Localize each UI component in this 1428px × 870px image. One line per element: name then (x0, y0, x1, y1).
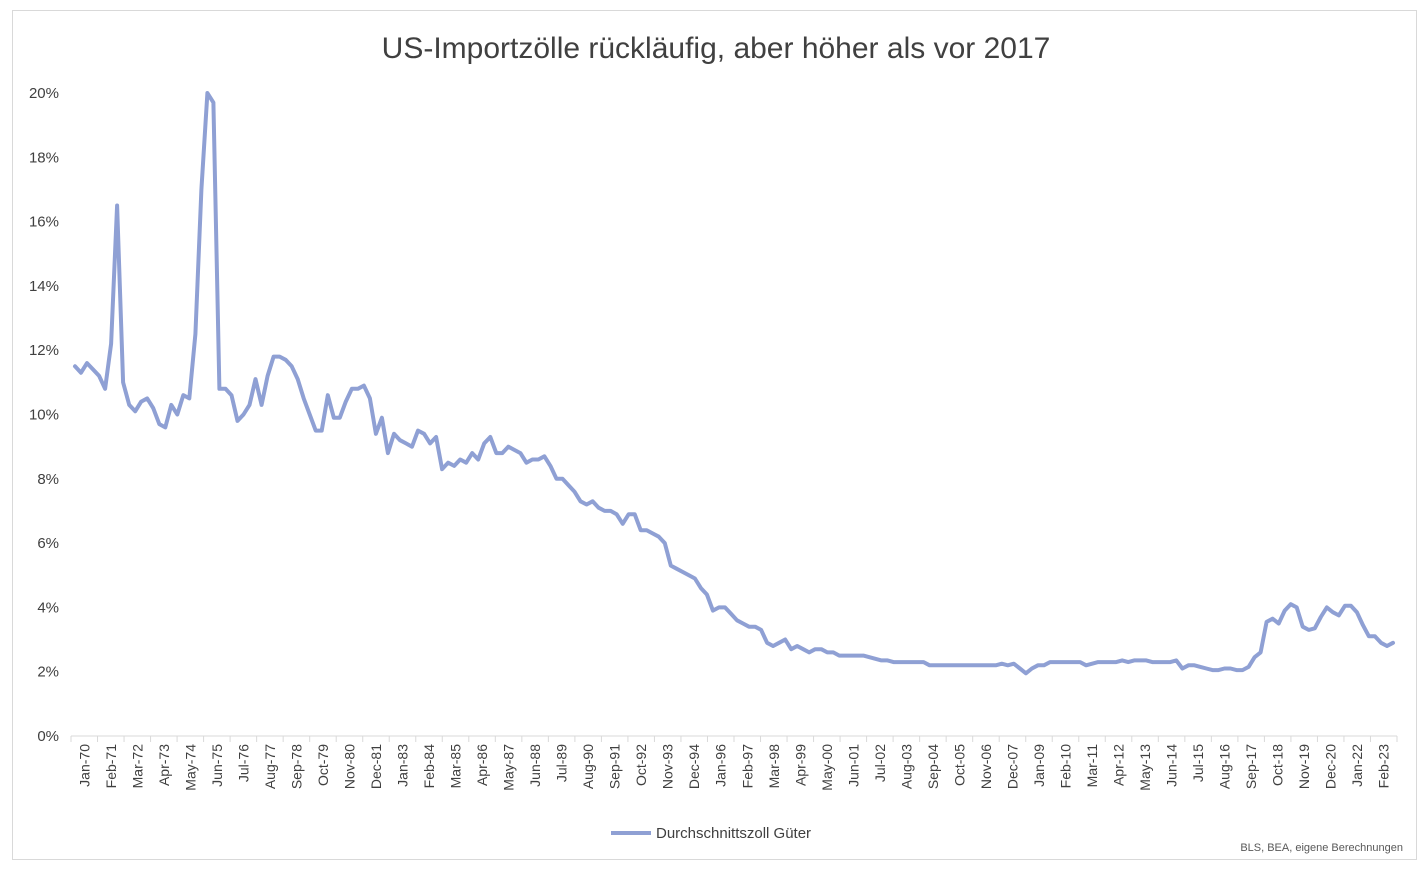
y-tick-label: 10% (29, 407, 59, 424)
x-tick-label: Feb-10 (1058, 744, 1074, 789)
x-tick-label: Feb-23 (1376, 744, 1392, 789)
x-tick-label: Jul-15 (1190, 744, 1206, 782)
y-tick-label: 4% (37, 599, 59, 616)
x-tick-label: Aug-77 (262, 744, 278, 789)
x-tick-label: Apr-12 (1111, 744, 1127, 786)
y-tick-label: 0% (37, 728, 59, 745)
series-line (73, 91, 1395, 676)
y-tick-label: 8% (37, 471, 59, 488)
x-tick-label: Aug-16 (1217, 744, 1233, 789)
x-tick-label: Oct-92 (633, 744, 649, 786)
x-tick-label: Mar-85 (448, 744, 464, 789)
x-tick-label: May-74 (182, 744, 198, 791)
x-tick-label: Mar-72 (129, 744, 145, 789)
x-tick-label: Jan-09 (1031, 744, 1047, 787)
y-tick-label: 18% (29, 149, 59, 166)
x-tick-label: Nov-80 (341, 744, 357, 789)
x-tick-label: Jan-22 (1349, 744, 1365, 787)
y-tick-label: 6% (37, 535, 59, 552)
chart-title: US-Importzölle rückläufig, aber höher al… (382, 32, 1051, 65)
x-tick-label: Nov-19 (1296, 744, 1312, 789)
chart-frame: US-Importzölle rückläufig, aber höher al… (12, 10, 1417, 860)
x-tick-label: Oct-79 (315, 744, 331, 786)
x-tick-label: Nov-06 (978, 744, 994, 789)
x-tick-label: Jan-83 (395, 744, 411, 787)
x-tick-label: Apr-73 (156, 744, 172, 786)
x-tick-label: Sep-91 (607, 744, 623, 789)
x-tick-label: May-87 (501, 744, 517, 791)
x-tick-label: Feb-71 (103, 744, 119, 789)
x-tick-label: Aug-90 (580, 744, 596, 789)
legend-label: Durchschnittszoll Güter (656, 825, 811, 842)
x-tick-label: Jun-01 (845, 744, 861, 787)
legend: Durchschnittszoll Güter (611, 825, 811, 842)
x-tick-label: Jul-02 (872, 744, 888, 782)
x-tick-label: Feb-84 (421, 744, 437, 789)
y-tick-label: 14% (29, 278, 59, 295)
x-tick-label: Oct-05 (951, 744, 967, 786)
line-chart: US-Importzölle rückläufig, aber höher al… (29, 32, 1403, 854)
x-tick-label: Mar-98 (766, 744, 782, 789)
y-tick-label: 12% (29, 342, 59, 359)
x-tick-label: Apr-99 (792, 744, 808, 786)
x-axis-tick-labels: Jan-70 Feb-71 Mar-72 Apr-73 May-74 Jun-75 Jul-… (76, 744, 1391, 791)
x-tick-label: Dec-20 (1323, 744, 1339, 789)
x-tick-label: Jun-88 (527, 744, 543, 787)
x-tick-label: May-00 (819, 744, 835, 791)
x-tick-label: Apr-86 (474, 744, 490, 786)
x-tick-label: Oct-18 (1270, 744, 1286, 786)
source-note: BLS, BEA, eigene Berechnungen (1240, 842, 1403, 854)
x-tick-label: Feb-97 (739, 744, 755, 789)
x-tick-label: Dec-94 (686, 744, 702, 789)
x-tick-label: Jul-89 (554, 744, 570, 782)
x-tick-label: Dec-81 (368, 744, 384, 789)
y-tick-label: 20% (29, 85, 59, 102)
y-axis-tick-labels: 0% 2% 4% 6% 8% 10% 12% 14% 16% 18% 20% (29, 85, 59, 745)
y-tick-label: 16% (29, 214, 59, 231)
x-tick-label: Jan-70 (76, 744, 92, 787)
x-tick-label: Jun-14 (1164, 744, 1180, 787)
x-tick-label: May-13 (1137, 744, 1153, 791)
x-tick-label: Jul-76 (235, 744, 251, 782)
x-tick-label: Sep-04 (925, 744, 941, 789)
x-axis (70, 735, 1398, 742)
series-layer (73, 91, 1395, 676)
x-tick-label: Sep-17 (1243, 744, 1259, 789)
x-tick-label: Dec-07 (1004, 744, 1020, 789)
x-tick-label: Nov-93 (660, 744, 676, 789)
x-tick-label: Mar-11 (1084, 744, 1100, 788)
x-tick-label: Jan-96 (713, 744, 729, 787)
x-tick-label: Aug-03 (898, 744, 914, 789)
x-tick-label: Sep-78 (288, 744, 304, 789)
y-tick-label: 2% (37, 664, 59, 681)
x-tick-label: Jun-75 (209, 744, 225, 787)
